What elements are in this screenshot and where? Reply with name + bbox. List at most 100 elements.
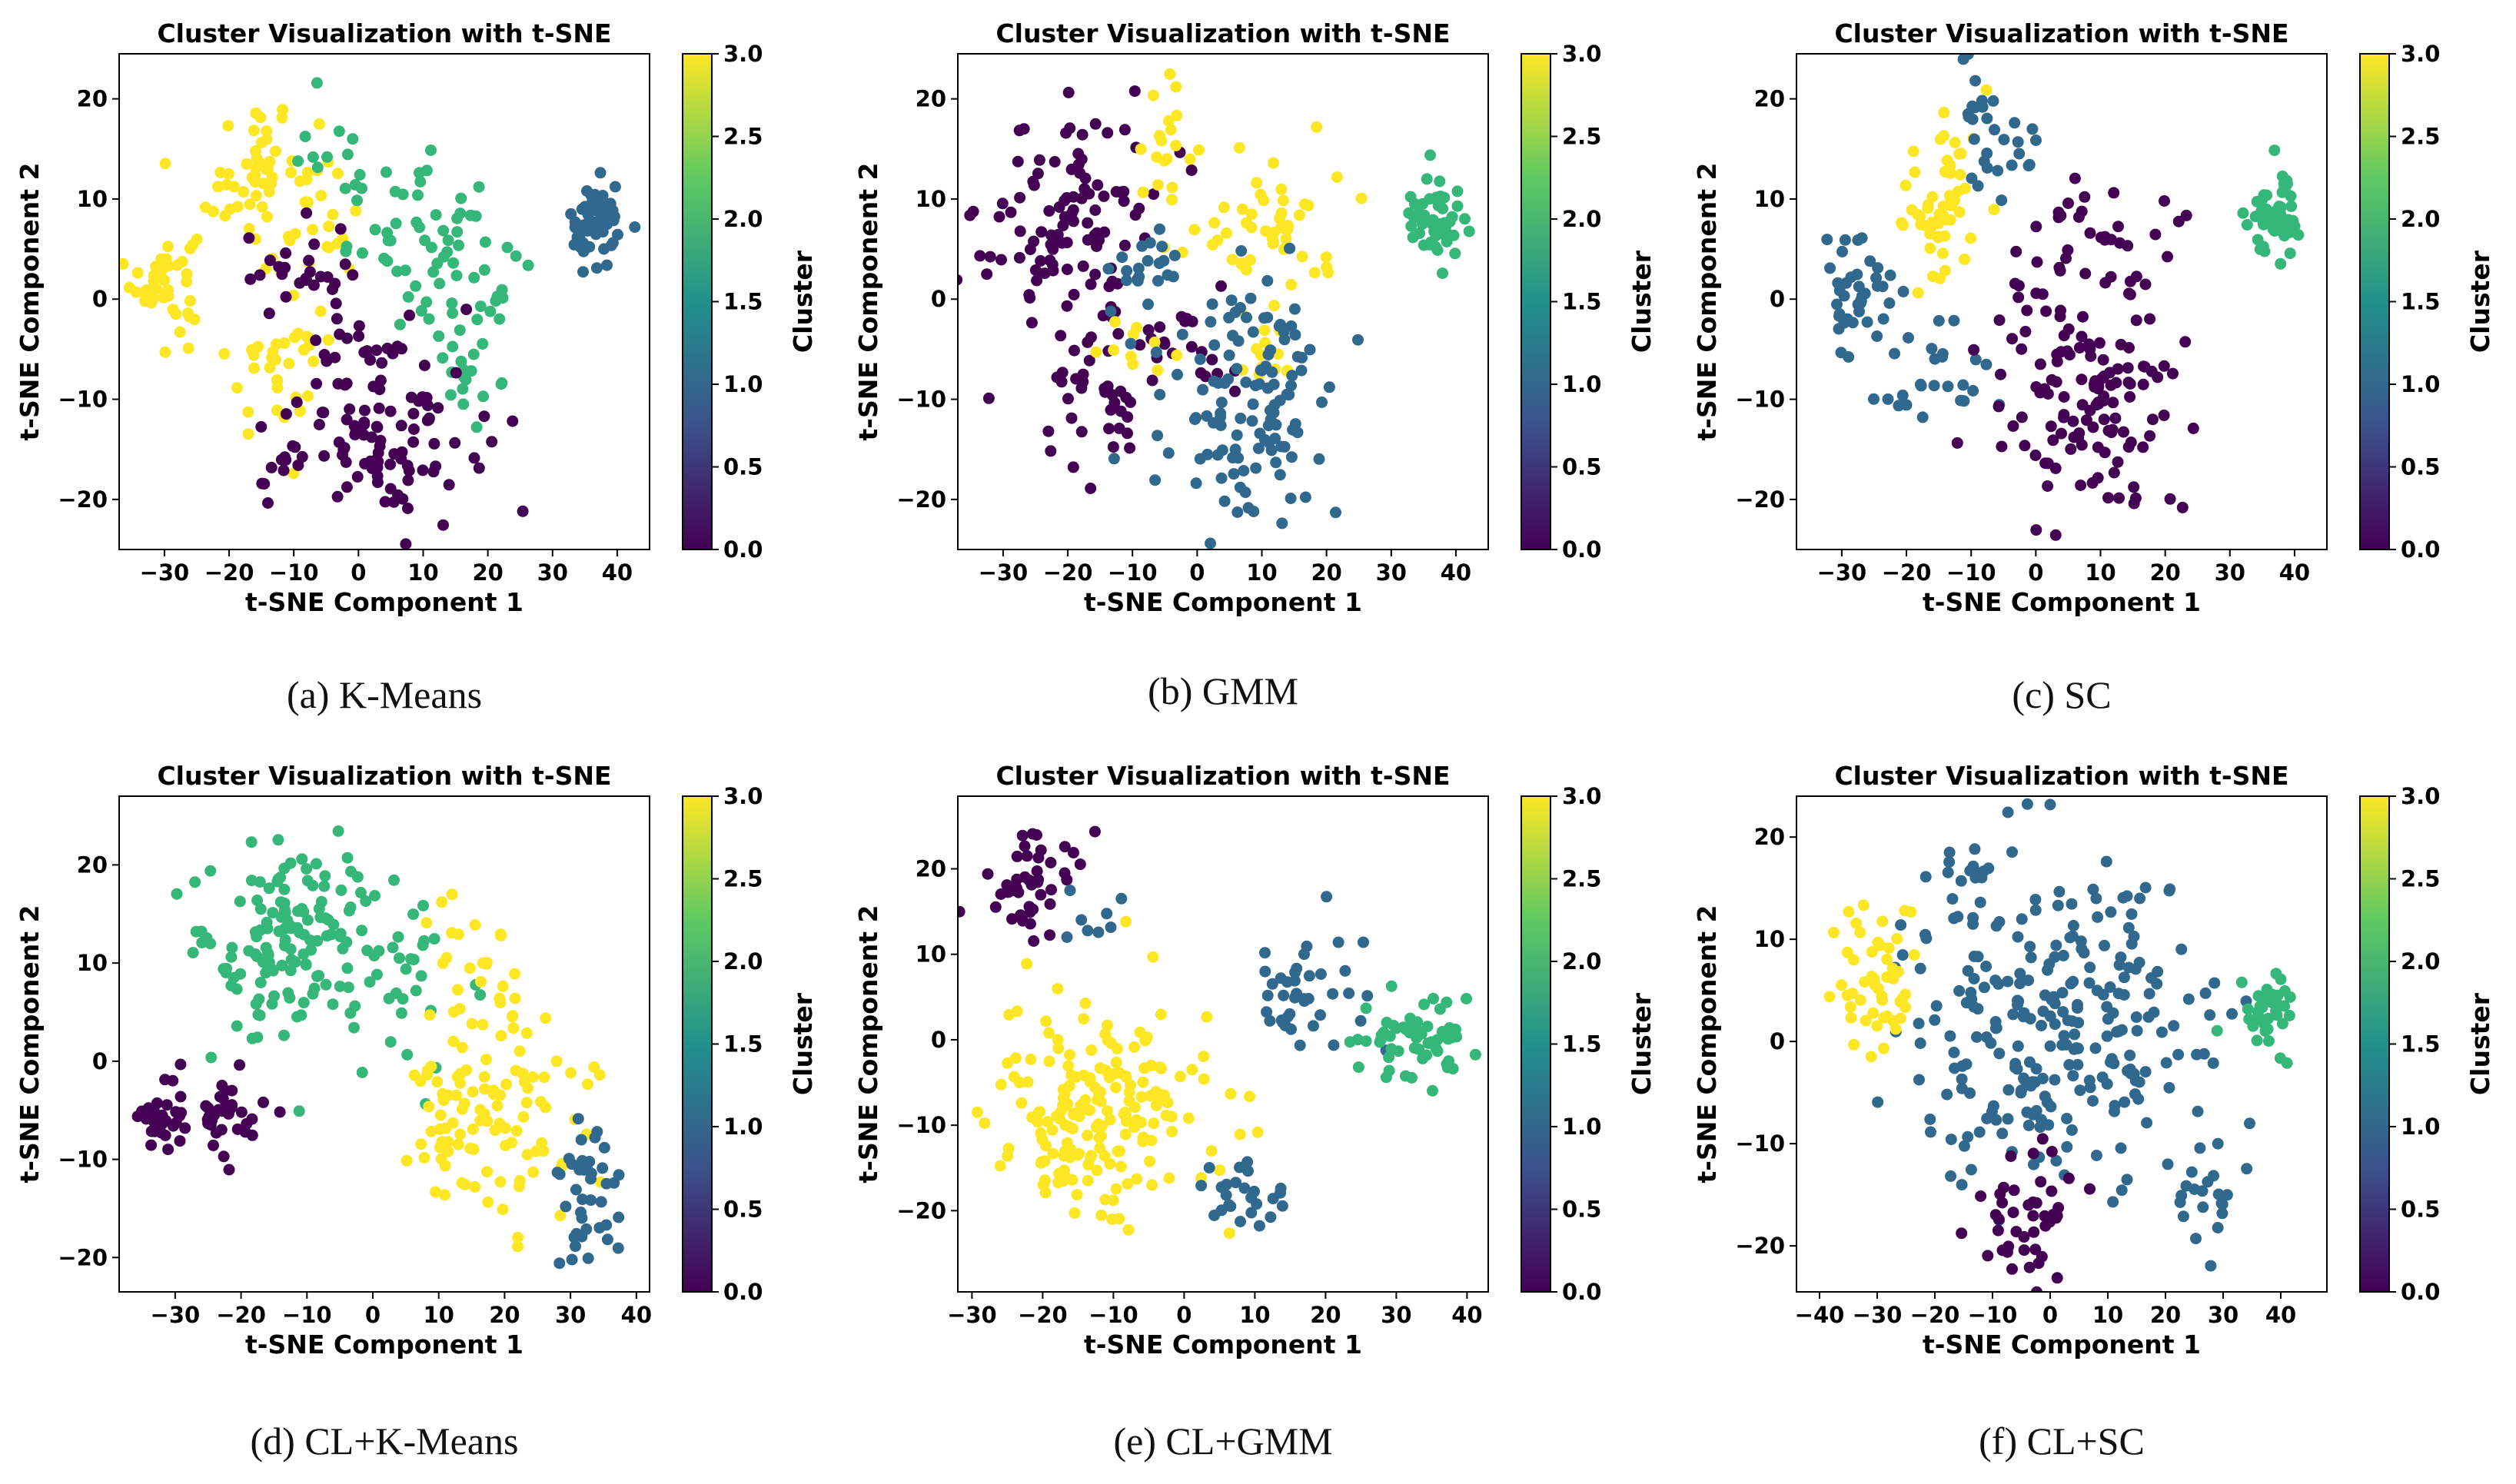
scatter-point-cluster-3 bbox=[459, 1178, 471, 1190]
scatter-point-cluster-3 bbox=[582, 1078, 593, 1091]
scatter-point-cluster-1 bbox=[1152, 274, 1164, 287]
scatter-point-cluster-1 bbox=[1928, 380, 1940, 392]
x-tick-label: −40 bbox=[1795, 1302, 1845, 1328]
scatter-point-cluster-2 bbox=[250, 998, 262, 1010]
scatter-point-cluster-1 bbox=[1284, 242, 1296, 254]
scatter-point-cluster-1 bbox=[1245, 1191, 1258, 1203]
scatter-point-cluster-1 bbox=[1152, 430, 1164, 442]
scatter-point-cluster-0 bbox=[1024, 906, 1036, 918]
scatter-point-cluster-3 bbox=[430, 1186, 441, 1198]
scatter-point-cluster-1 bbox=[1996, 194, 2008, 207]
scatter-point-cluster-3 bbox=[1148, 336, 1161, 348]
scatter-point-cluster-3 bbox=[480, 1054, 492, 1066]
scatter-point-cluster-1 bbox=[1101, 908, 1113, 920]
scatter-point-cluster-1 bbox=[2121, 1174, 2133, 1186]
scatter-point-cluster-3 bbox=[331, 168, 344, 180]
scatter-point-cluster-1 bbox=[1864, 255, 1876, 267]
scatter-point-cluster-0 bbox=[2046, 1146, 2058, 1157]
scatter-point-cluster-0 bbox=[2047, 434, 2059, 447]
scatter-point-cluster-3 bbox=[1268, 157, 1279, 169]
scatter-point-cluster-1 bbox=[1913, 1018, 1925, 1030]
scatter-point-cluster-3 bbox=[481, 1166, 494, 1178]
scatter-point-cluster-1 bbox=[609, 181, 621, 193]
scatter-point-cluster-1 bbox=[1877, 313, 1889, 325]
y-tick-label: 0 bbox=[1770, 286, 1785, 312]
scatter-point-cluster-3 bbox=[350, 204, 362, 217]
colorbar-tick-label: 0.5 bbox=[2401, 454, 2440, 480]
scatter-point-cluster-2 bbox=[285, 954, 297, 966]
scatter-point-cluster-1 bbox=[1115, 892, 1128, 905]
scatter-point-cluster-0 bbox=[1044, 929, 1056, 941]
scatter-point-cluster-3 bbox=[1844, 1001, 1856, 1013]
y-tick-label: −10 bbox=[896, 387, 946, 413]
y-tick-label: −20 bbox=[1735, 486, 1785, 513]
scatter-point-cluster-2 bbox=[278, 883, 291, 895]
scatter-point-cluster-3 bbox=[437, 1094, 450, 1107]
colorbar-tick-label: 1.5 bbox=[723, 1031, 763, 1057]
scatter-point-cluster-2 bbox=[340, 245, 352, 257]
scatter-point-cluster-3 bbox=[415, 1138, 427, 1150]
scatter-point-cluster-2 bbox=[415, 970, 427, 982]
scatter-point-cluster-2 bbox=[321, 151, 333, 163]
x-tick-label: 20 bbox=[1310, 1302, 1341, 1328]
scatter-point-cluster-3 bbox=[1135, 1091, 1148, 1103]
scatter-point-cluster-1 bbox=[1946, 893, 1959, 905]
scatter-point-cluster-2 bbox=[2280, 218, 2292, 230]
scatter-point-cluster-3 bbox=[1039, 1187, 1052, 1199]
scatter-point-cluster-0 bbox=[2073, 342, 2086, 354]
scatter-point-cluster-1 bbox=[1270, 456, 1282, 469]
scatter-point-cluster-0 bbox=[993, 211, 1005, 223]
scatter-point-cluster-2 bbox=[1469, 1048, 1481, 1061]
scatter-point-cluster-3 bbox=[1182, 1112, 1195, 1124]
scatter-point-cluster-1 bbox=[1108, 453, 1120, 465]
scatter-point-cluster-0 bbox=[2124, 288, 2136, 300]
scatter-point-cluster-3 bbox=[1047, 1147, 1059, 1160]
scatter-point-cluster-1 bbox=[2241, 1163, 2253, 1175]
scatter-point-cluster-1 bbox=[594, 167, 607, 179]
scatter-point-cluster-3 bbox=[1021, 958, 1033, 970]
scatter-point-cluster-2 bbox=[388, 874, 400, 886]
scatter-point-cluster-1 bbox=[2216, 1198, 2229, 1210]
scatter-point-cluster-3 bbox=[242, 428, 254, 440]
scatter-point-cluster-0 bbox=[2072, 431, 2085, 443]
scatter-point-cluster-3 bbox=[1922, 202, 1934, 214]
scatter-point-cluster-2 bbox=[474, 300, 487, 313]
scatter-point-cluster-1 bbox=[1273, 320, 1285, 332]
scatter-point-cluster-2 bbox=[281, 915, 294, 927]
scatter-point-cluster-3 bbox=[424, 1009, 436, 1021]
scatter-point-cluster-0 bbox=[2018, 1244, 2030, 1257]
scatter-point-cluster-2 bbox=[2285, 200, 2298, 212]
scatter-point-cluster-1 bbox=[1924, 1114, 1936, 1125]
scatter-point-cluster-3 bbox=[1152, 364, 1164, 377]
y-tick-label: −20 bbox=[58, 486, 108, 513]
scatter-point-cluster-1 bbox=[1172, 368, 1183, 380]
scatter-point-cluster-3 bbox=[1042, 1116, 1054, 1127]
scatter-point-cluster-2 bbox=[1374, 1034, 1387, 1046]
panel-c: Cluster Visualization with t-SNE −30 −20 −1… bbox=[1677, 0, 2516, 742]
x-axis-label: t-SNE Component 1 bbox=[245, 1330, 523, 1360]
scatter-point-cluster-0 bbox=[2051, 1272, 2063, 1284]
scatter-point-cluster-1 bbox=[1223, 349, 1235, 361]
scatter-point-cluster-3 bbox=[437, 957, 449, 969]
scatter-point-cluster-3 bbox=[148, 292, 159, 304]
scatter-point-cluster-2 bbox=[231, 1020, 243, 1032]
plot-frame bbox=[1796, 53, 2328, 550]
scatter-point-cluster-0 bbox=[1082, 217, 1094, 229]
scatter-point-cluster-3 bbox=[494, 992, 506, 1004]
scatter-point-cluster-2 bbox=[356, 247, 368, 259]
scatter-point-cluster-2 bbox=[320, 978, 332, 991]
scatter-point-cluster-3 bbox=[261, 211, 273, 223]
scatter-point-cluster-3 bbox=[1848, 1038, 1860, 1051]
scatter-point-cluster-0 bbox=[2079, 191, 2091, 203]
scatter-point-cluster-1 bbox=[1288, 974, 1301, 987]
scatter-point-cluster-1 bbox=[1942, 380, 1954, 393]
scatter-point-cluster-0 bbox=[1115, 186, 1127, 198]
scatter-point-cluster-1 bbox=[2074, 1084, 2086, 1097]
scatter-point-cluster-0 bbox=[2035, 1176, 2047, 1188]
scatter-point-cluster-2 bbox=[457, 383, 469, 395]
scatter-point-cluster-2 bbox=[401, 1048, 414, 1061]
scatter-point-cluster-3 bbox=[228, 181, 240, 193]
scatter-point-cluster-1 bbox=[1989, 974, 2002, 987]
scatter-point-cluster-2 bbox=[1417, 1053, 1429, 1064]
scatter-point-cluster-3 bbox=[1908, 949, 1920, 961]
